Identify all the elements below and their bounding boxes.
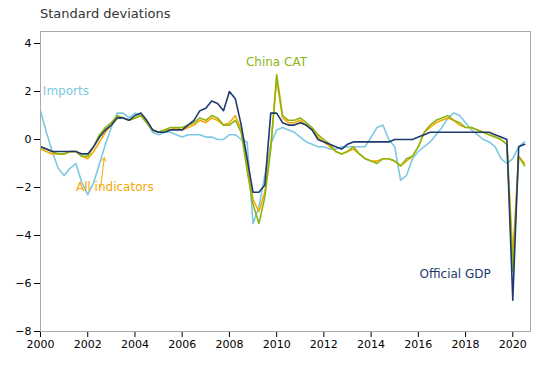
svg-text:Imports: Imports bbox=[43, 84, 89, 98]
svg-text:China CAT: China CAT bbox=[246, 55, 308, 69]
svg-text:−4: −4 bbox=[15, 229, 31, 242]
svg-text:2008: 2008 bbox=[215, 338, 243, 351]
svg-text:2010: 2010 bbox=[263, 338, 291, 351]
svg-text:−6: −6 bbox=[15, 277, 31, 290]
svg-text:2014: 2014 bbox=[357, 338, 385, 351]
svg-text:2020: 2020 bbox=[499, 338, 527, 351]
svg-text:−2: −2 bbox=[15, 181, 31, 194]
svg-text:0: 0 bbox=[25, 133, 32, 146]
svg-text:−8: −8 bbox=[15, 325, 31, 338]
svg-text:2000: 2000 bbox=[27, 338, 55, 351]
svg-text:2016: 2016 bbox=[404, 338, 432, 351]
svg-text:2006: 2006 bbox=[168, 338, 196, 351]
svg-text:2004: 2004 bbox=[121, 338, 149, 351]
svg-text:2018: 2018 bbox=[452, 338, 480, 351]
svg-text:2012: 2012 bbox=[310, 338, 338, 351]
svg-text:All indicators: All indicators bbox=[76, 180, 154, 194]
svg-text:Official GDP: Official GDP bbox=[420, 267, 491, 281]
svg-text:2002: 2002 bbox=[74, 338, 102, 351]
svg-text:2: 2 bbox=[25, 85, 32, 98]
html-text:Standard deviations: Standard deviations bbox=[40, 6, 171, 21]
svg-text:4: 4 bbox=[25, 37, 32, 50]
